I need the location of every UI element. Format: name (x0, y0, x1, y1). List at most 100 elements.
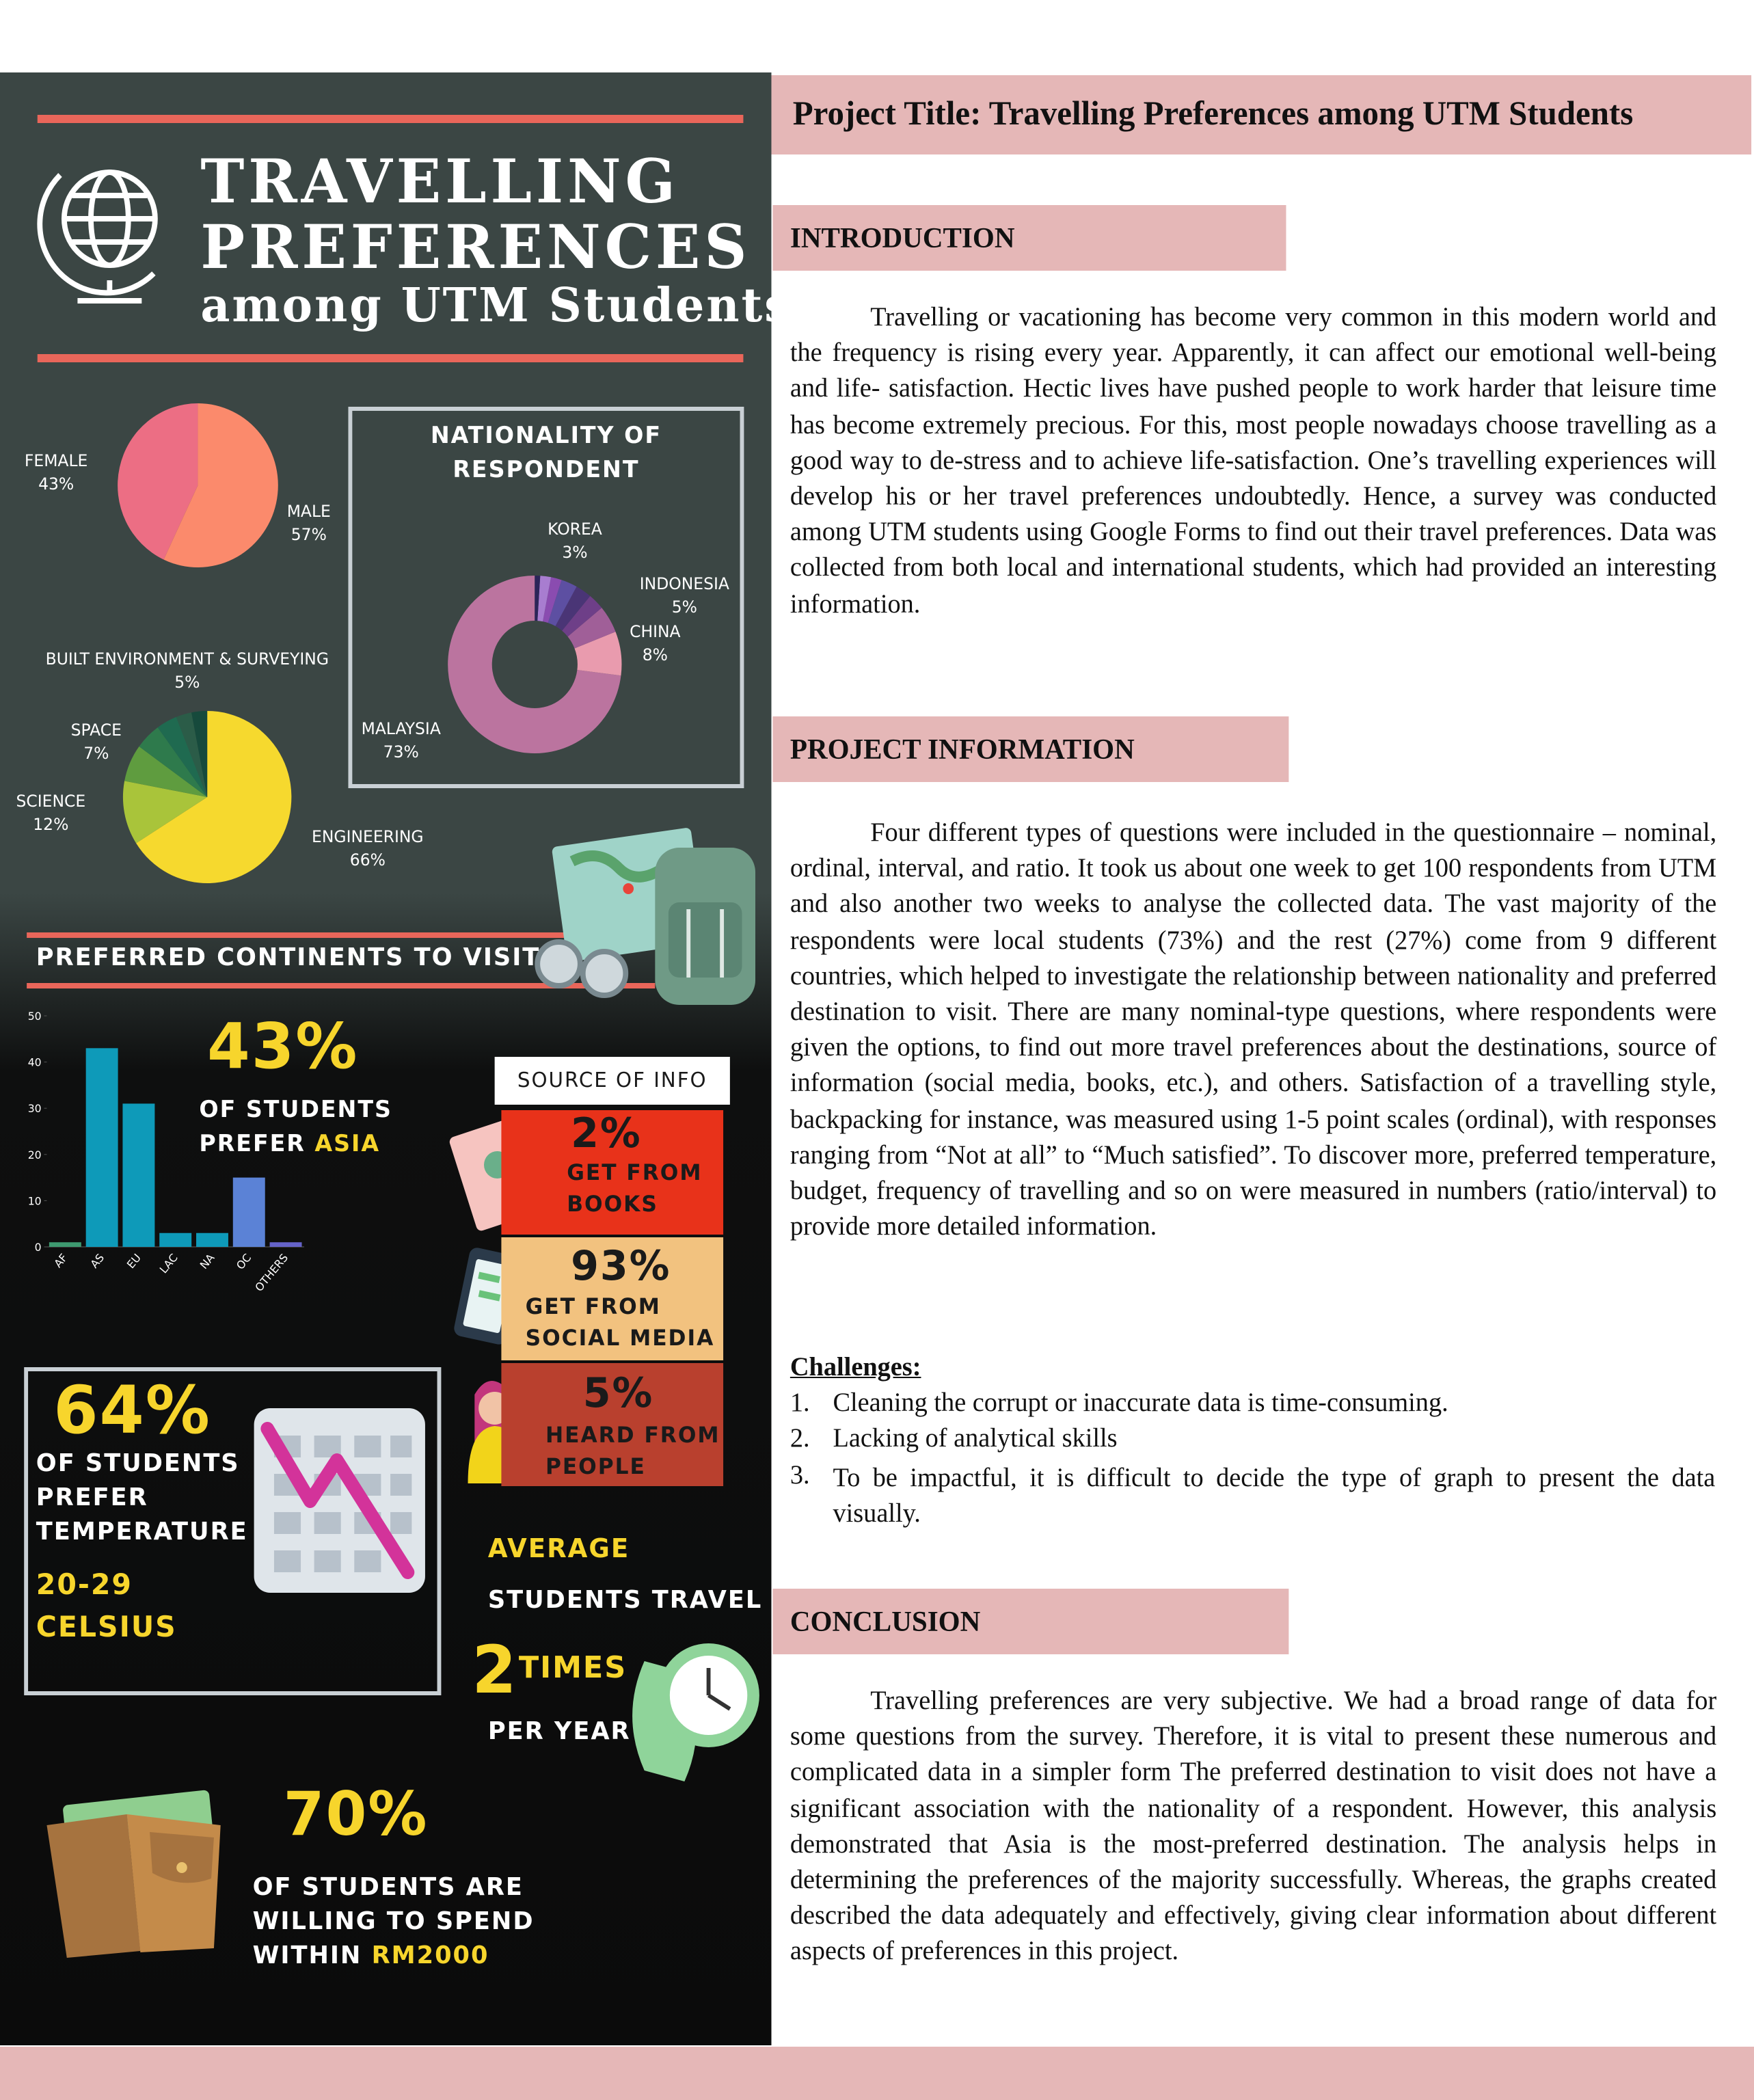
section-heading: PROJECT INFORMATION (772, 716, 1289, 782)
pie-slice (124, 746, 208, 797)
y-tick-label: 40 (28, 1055, 42, 1068)
stat-value: 2 (472, 1632, 518, 1709)
stat-value: 5% (582, 1370, 654, 1418)
list-number: 1. (790, 1389, 810, 1418)
bar (159, 1233, 192, 1247)
rule (27, 983, 656, 988)
section-heading: INTRODUCTION (772, 205, 1286, 271)
slice-label: ENGINEERING (312, 827, 424, 846)
y-tick-label: 0 (35, 1241, 42, 1254)
slice-label: SPACE (71, 721, 122, 740)
stat-text: PREFER (36, 1483, 148, 1512)
pie-slice (562, 595, 602, 637)
slice-label: MALAYSIA (362, 719, 442, 738)
pie-slice (139, 727, 208, 797)
pie-slice (122, 781, 208, 844)
stat-text: WITHIN (252, 1941, 362, 1970)
frame (24, 1367, 442, 1695)
stat-text: GET FROM (525, 1293, 661, 1319)
slice-value: 8% (643, 645, 668, 664)
slice-value: 7% (83, 744, 109, 763)
y-tick-label: 30 (28, 1102, 42, 1115)
pie-slice (176, 712, 208, 797)
chart-title: NATIONALITY OF RESPONDENT (430, 422, 662, 484)
x-tick-label: NA (198, 1251, 217, 1271)
stat-text: STUDENTS TRAVEL (487, 1586, 763, 1615)
pie-slice (157, 716, 208, 797)
list-item: Lacking of analytical skills (833, 1425, 1118, 1453)
stat-text: OF STUDENTS ARE (252, 1873, 524, 1902)
watch-icon (632, 1643, 759, 1781)
list-number: 3. (790, 1462, 810, 1490)
wallet-icon (46, 1790, 221, 1958)
rule (37, 115, 744, 123)
pie-slice (448, 575, 621, 753)
x-tick-label: EU (124, 1251, 144, 1271)
pie-slice (574, 632, 622, 676)
stat-text: WILLING TO SPEND (252, 1907, 535, 1936)
stat-value: 2% (571, 1110, 642, 1158)
section-heading: CONCLUSION (772, 1589, 1289, 1654)
bar (232, 1177, 265, 1247)
stat-text: PER YEAR (487, 1717, 631, 1746)
stat-text: TIMES (518, 1652, 628, 1686)
stat-value: 70% (283, 1780, 429, 1850)
y-tick-label: 20 (28, 1148, 42, 1161)
chart-title: PREFERRED CONTINENTS TO VISIT (36, 943, 541, 972)
stat-text: TEMPERATURE (36, 1518, 248, 1546)
info-band (501, 1237, 724, 1360)
paragraph: Travelling or vacationing has become ver… (790, 304, 1717, 619)
rule (27, 932, 656, 938)
pie-slice (163, 403, 278, 568)
slice-value: 66% (350, 850, 386, 870)
stat-highlight: CELSIUS (36, 1611, 177, 1643)
list-heading: Challenges: (790, 1354, 921, 1382)
y-tick-label: 50 (28, 1010, 42, 1023)
x-tick-label: AS (87, 1251, 107, 1271)
bar (122, 1103, 155, 1247)
bar (85, 1048, 118, 1247)
footer-band (0, 2047, 1754, 2100)
frame (348, 407, 744, 788)
slice-value: 3% (562, 543, 587, 562)
slice-label: INDONESIA (640, 574, 730, 593)
info-band (501, 1363, 724, 1486)
list-item: Cleaning the corrupt or inaccurate data … (833, 1389, 1448, 1418)
x-tick-label: OTHERS (252, 1251, 291, 1294)
slice-label: SCIENCE (16, 792, 85, 811)
pie-slice (118, 403, 198, 560)
globe-icon (37, 170, 158, 304)
slice-label: BUILT ENVIRONMENT & SURVEYING (46, 649, 329, 669)
list-number: 2. (790, 1425, 810, 1453)
slice-label: FEMALE (25, 451, 87, 470)
stat-highlight: RM2000 (371, 1941, 489, 1970)
stat-highlight: ASIA (314, 1131, 381, 1158)
pie-slice (535, 576, 541, 621)
poster-title: TRAVELLING (200, 148, 679, 217)
pie-slice (191, 711, 208, 797)
section-label: SOURCE OF INFO (494, 1057, 730, 1105)
stat-text: OF STUDENTS (199, 1096, 392, 1124)
pie-slice (136, 711, 292, 884)
y-tick-label: 10 (28, 1194, 42, 1207)
stat-text: AVERAGE (487, 1534, 630, 1564)
stat-text: PEOPLE (545, 1453, 646, 1479)
pie-slice (537, 576, 552, 622)
slice-label: CHINA (630, 622, 681, 641)
pie-slice (548, 580, 577, 626)
x-tick-label: LAC (157, 1251, 180, 1276)
stat-text: PREFER ASIA (199, 1131, 380, 1158)
slice-value: 57% (291, 525, 327, 544)
stat-text: PREFER (199, 1131, 306, 1158)
paragraph: Four different types of questions were i… (790, 819, 1717, 1242)
stat-text: OF STUDENTS (36, 1449, 240, 1478)
bar (269, 1242, 302, 1247)
stat-text: GET FROM (567, 1159, 703, 1185)
bar (49, 1242, 81, 1247)
travel-illustration (535, 828, 756, 1005)
slice-value: 43% (38, 474, 74, 494)
document-title: Project Title: Travelling Preferences am… (771, 75, 1752, 154)
